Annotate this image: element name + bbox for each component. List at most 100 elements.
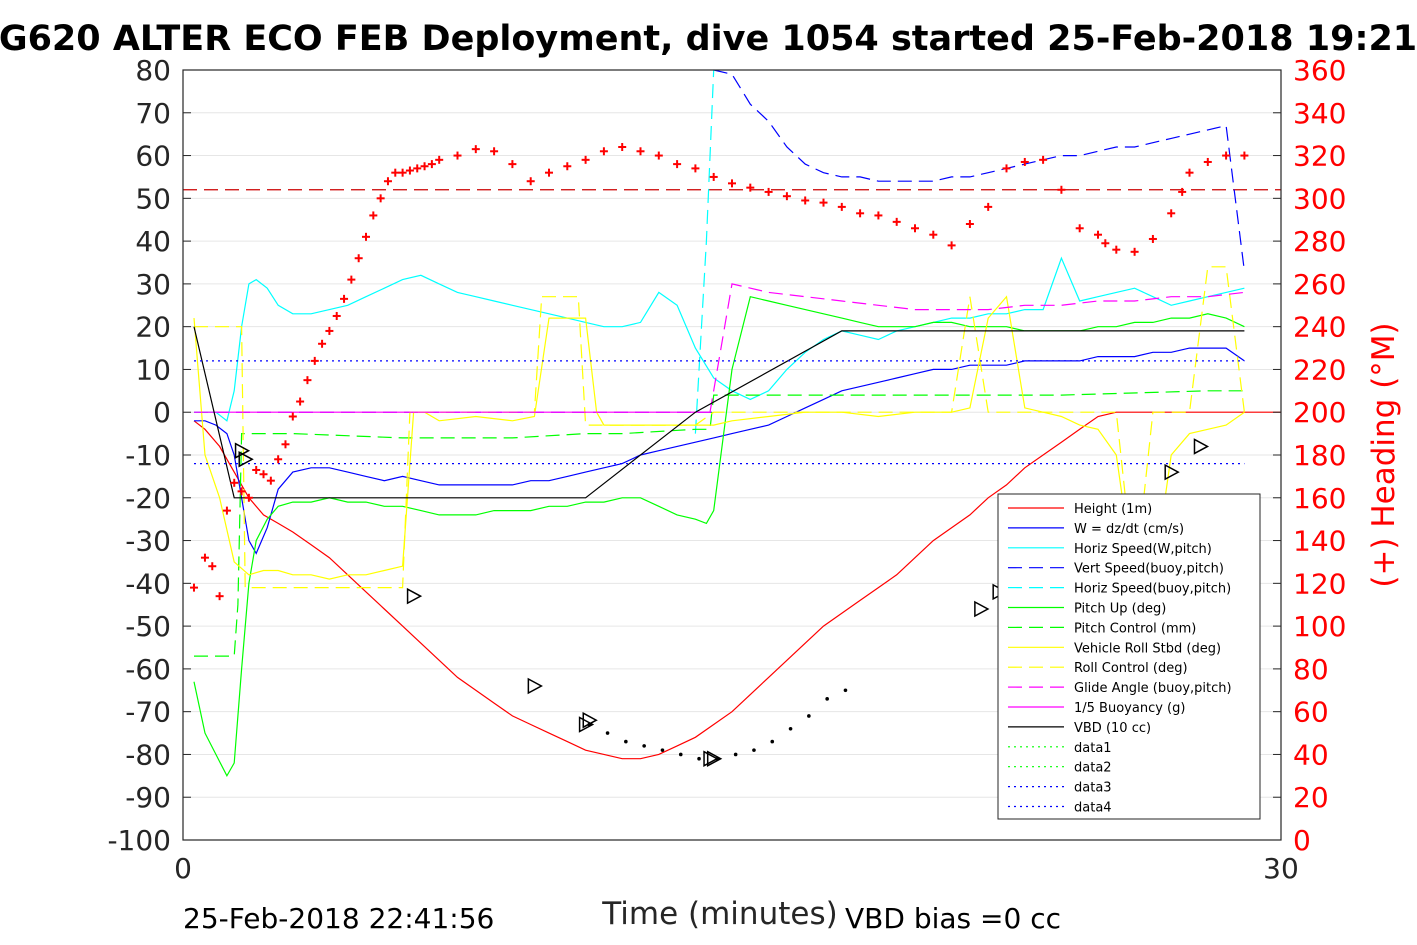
- heading-point: [1039, 155, 1048, 164]
- heading-point: [435, 155, 444, 164]
- annotation-dot: [788, 726, 793, 731]
- heading-point: [230, 478, 239, 487]
- heading-point: [691, 164, 700, 173]
- triangle-marker: [706, 750, 723, 767]
- triangle-marker: [1164, 463, 1180, 481]
- legend-label: Glide Angle (buoy,pitch): [1074, 681, 1232, 696]
- legend-label: Pitch Control (mm): [1074, 621, 1196, 636]
- heading-point: [391, 168, 400, 177]
- heading-point: [1240, 151, 1249, 160]
- y2-tick-label: 300: [1293, 182, 1346, 215]
- heading-point: [369, 211, 378, 220]
- y2-tick-label: 20: [1293, 781, 1329, 814]
- y-tick-label: -100: [107, 824, 171, 857]
- heading-point: [362, 232, 370, 241]
- y-tick-label: -60: [125, 653, 171, 686]
- y2-axis-label: (+) Heading (°M): [1366, 322, 1402, 587]
- heading-point: [332, 311, 341, 320]
- heading-point: [1185, 168, 1194, 177]
- triangle-marker: [406, 587, 423, 605]
- heading-point: [1020, 157, 1029, 166]
- legend-label: Horiz Speed(buoy,pitch): [1074, 582, 1231, 597]
- triangle-marker: [527, 677, 543, 695]
- legend-label: Vert Speed(buoy,pitch): [1074, 562, 1224, 577]
- y2-tick-label: 0: [1293, 824, 1311, 857]
- heading-point: [1178, 187, 1187, 196]
- legend-label: W = dz/dt (cm/s): [1074, 522, 1184, 537]
- y-tick-label: 60: [135, 140, 171, 173]
- y2-tick-label: 180: [1293, 439, 1346, 472]
- y-tick-label: 40: [135, 225, 171, 258]
- triangle-marker: [1193, 438, 1210, 455]
- heading-point: [281, 440, 290, 449]
- series-line-3: [713, 69, 1245, 272]
- legend-label: data4: [1074, 801, 1112, 816]
- legend: Height (1m) W = dz/dt (cm/s) Horiz Speed(W…: [997, 493, 1261, 820]
- triangle-marker: [238, 451, 254, 468]
- heading-point: [746, 183, 755, 192]
- y2-tick-label: 340: [1293, 97, 1346, 130]
- heading-point: [1094, 230, 1102, 239]
- heading-point: [200, 553, 209, 562]
- heading-point: [819, 198, 828, 207]
- y-tick-label: -40: [125, 567, 171, 600]
- annotation-dot: [733, 752, 738, 757]
- y-tick-label: -70: [125, 696, 171, 729]
- series-line-2: [194, 256, 1245, 422]
- y-tick-label: -90: [125, 781, 171, 814]
- heading-point: [1222, 151, 1231, 160]
- heading-point: [636, 147, 645, 156]
- y2-tick-label: 140: [1293, 525, 1346, 558]
- series-line-6: [194, 390, 1245, 657]
- plot-area: [183, 69, 1281, 778]
- heading-point: [1167, 209, 1176, 218]
- heading-point: [965, 220, 974, 228]
- triangle-marker: [582, 711, 598, 729]
- annotation-dot: [660, 748, 665, 752]
- heading-point: [599, 147, 608, 156]
- legend-label: data3: [1074, 781, 1112, 796]
- footer-vbd-bias: VBD bias =0 cc: [845, 902, 1061, 935]
- y-tick-label: 70: [135, 97, 171, 130]
- heading-point: [325, 326, 334, 335]
- annotation-dot: [697, 756, 701, 761]
- annotation-dot: [752, 748, 756, 752]
- legend-label: Vehicle Roll Stbd (deg): [1074, 641, 1221, 656]
- heading-point: [892, 217, 901, 226]
- legend-label: Height (1m): [1074, 502, 1152, 517]
- heading-point: [929, 230, 938, 239]
- y-axis-left: 80 70 60 50 40 30 20 10 0 -10 -20 -30 -40 -50 -60 -70 -8…: [107, 54, 191, 857]
- heading-point: [244, 493, 253, 502]
- series-line-1: [194, 347, 1245, 555]
- heading-point: [911, 224, 919, 233]
- heading-point: [490, 147, 499, 156]
- heading-point: [1057, 185, 1066, 194]
- heading-point: [208, 562, 217, 571]
- heading-point: [383, 177, 392, 186]
- triangle-marker: [974, 600, 990, 618]
- series-line-0: [193, 411, 1281, 760]
- heading-point: [1130, 247, 1139, 256]
- chart-title: G620 ALTER ECO FEB Deployment, dive 1054…: [0, 19, 1417, 59]
- y2-tick-label: 220: [1293, 353, 1346, 386]
- heading-point: [837, 202, 846, 211]
- annotation-dot: [678, 752, 683, 757]
- y2-tick-label: 160: [1293, 482, 1346, 515]
- heading-point: [984, 202, 993, 211]
- heading-point: [222, 506, 231, 515]
- y-tick-label: -30: [125, 525, 171, 558]
- heading-point: [259, 470, 268, 479]
- legend-label: Roll Control (deg): [1074, 661, 1188, 676]
- legend-label: 1/5 Buoyancy (g): [1074, 701, 1185, 716]
- heading-point: [874, 211, 883, 220]
- annotation-dot: [642, 744, 646, 748]
- y-tick-label: 30: [135, 268, 171, 301]
- y2-tick-label: 100: [1293, 610, 1346, 643]
- heading-point: [405, 166, 414, 175]
- y-axis-right: 3603403203002802602402202001801601401201…: [1273, 54, 1346, 857]
- heading-point: [471, 145, 480, 154]
- annotation-dot: [807, 714, 811, 718]
- annotation-dot: [770, 739, 775, 744]
- heading-point: [1075, 224, 1084, 233]
